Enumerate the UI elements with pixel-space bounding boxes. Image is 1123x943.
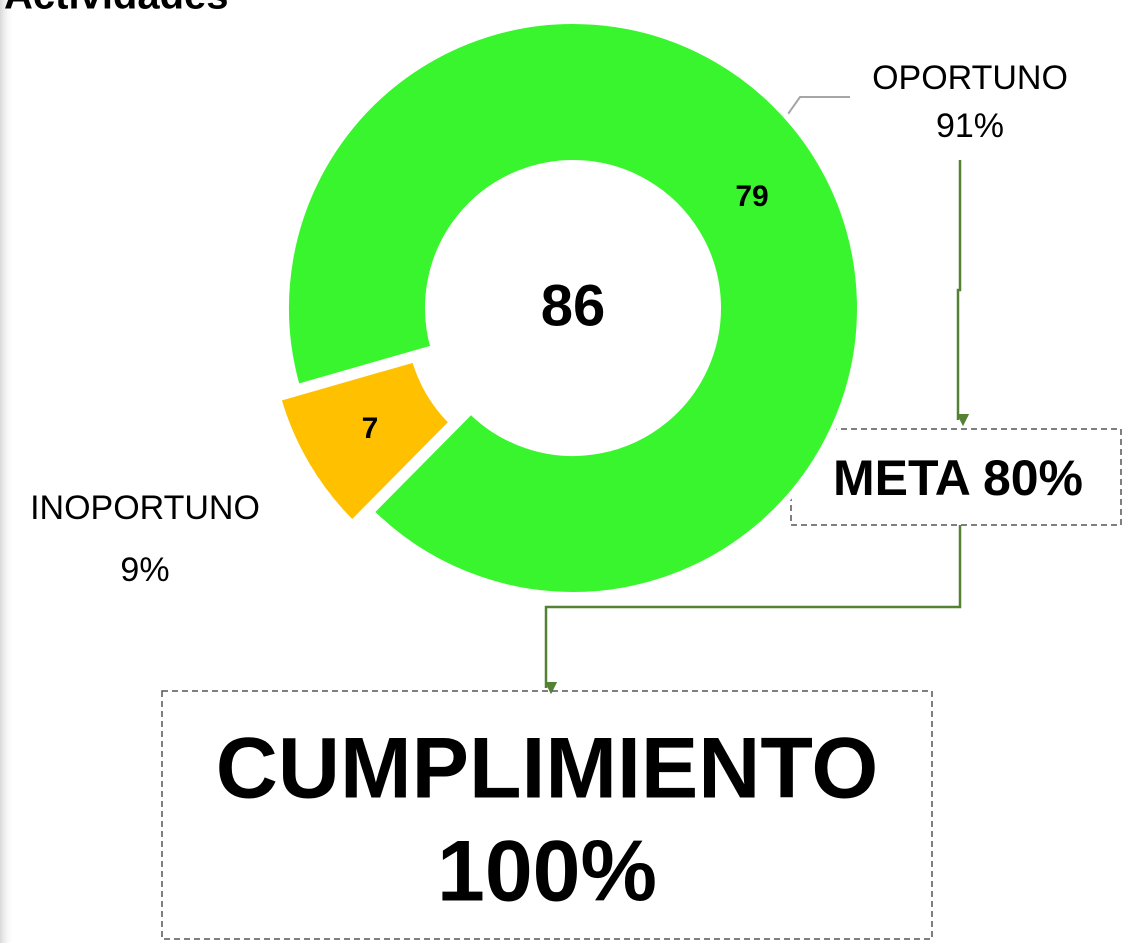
percent-label: 9%	[120, 551, 169, 589]
edge-shadow	[0, 0, 14, 943]
cumplimiento-box	[161, 690, 933, 940]
category-label: INOPORTUNO	[30, 489, 260, 527]
slice	[274, 355, 457, 528]
total: 86	[541, 273, 606, 338]
arrow	[956, 160, 970, 427]
data-label: 7	[362, 412, 379, 445]
percent-label: 91%	[936, 107, 1004, 145]
slice	[283, 18, 863, 598]
meta-label: META 80%	[833, 450, 1083, 506]
cumplimiento-value: 100%	[437, 824, 657, 920]
cumplimiento-label: CUMPLIMIENTO	[216, 721, 879, 817]
data-label: 79	[735, 180, 768, 213]
category-label: OPORTUNO	[872, 59, 1068, 97]
chart-title: Actividades	[4, 0, 229, 18]
arrow	[544, 525, 962, 695]
